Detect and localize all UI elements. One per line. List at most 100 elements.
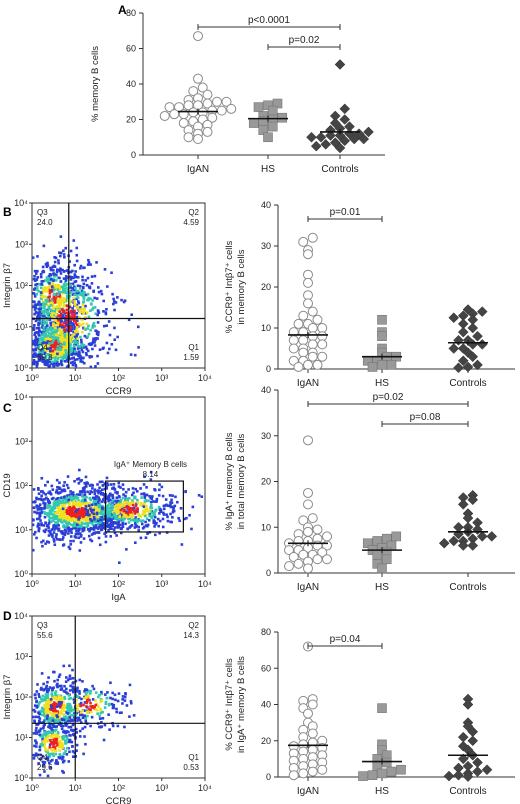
density-event bbox=[60, 320, 64, 323]
density-event bbox=[137, 529, 141, 532]
density-event bbox=[55, 270, 59, 274]
data-point bbox=[307, 351, 318, 362]
density-event bbox=[45, 684, 49, 688]
density-event bbox=[45, 303, 49, 307]
density-event bbox=[123, 695, 127, 699]
density-event bbox=[95, 708, 99, 712]
density-event bbox=[95, 297, 99, 300]
density-event bbox=[80, 312, 84, 315]
density-event bbox=[54, 333, 58, 337]
density-event bbox=[68, 495, 71, 499]
density-event bbox=[38, 712, 41, 716]
data-point bbox=[298, 236, 309, 247]
density-event bbox=[83, 510, 86, 514]
density-event bbox=[55, 347, 59, 351]
quadrant-percent: 1.59 bbox=[183, 353, 199, 362]
flow-plot-b: 10⁰10⁰10¹10¹10²10²10³10³10⁴10⁴CCR9Integr… bbox=[2, 198, 212, 397]
data-point bbox=[453, 769, 464, 781]
density-event bbox=[43, 497, 46, 501]
density-event bbox=[64, 680, 68, 684]
density-event bbox=[69, 318, 73, 321]
density-event bbox=[101, 716, 105, 720]
p-value-label: p=0.01 bbox=[330, 207, 361, 218]
density-event bbox=[126, 527, 130, 531]
density-event bbox=[58, 251, 61, 255]
density-event bbox=[44, 302, 48, 306]
density-event bbox=[57, 712, 61, 715]
density-event bbox=[72, 330, 75, 334]
data-point bbox=[303, 359, 313, 370]
data-point bbox=[288, 770, 299, 781]
density-event bbox=[153, 515, 157, 519]
density-event bbox=[62, 664, 66, 668]
density-event bbox=[129, 353, 133, 356]
density-event bbox=[53, 543, 57, 546]
density-event bbox=[93, 531, 97, 535]
data-point bbox=[358, 133, 370, 145]
density-event bbox=[44, 295, 48, 299]
density-event bbox=[69, 336, 72, 339]
data-point bbox=[448, 535, 460, 547]
density-event bbox=[66, 475, 70, 478]
density-event bbox=[40, 330, 43, 334]
data-point bbox=[312, 359, 323, 370]
density-event bbox=[63, 341, 66, 345]
density-event bbox=[108, 514, 111, 518]
density-event bbox=[37, 488, 40, 491]
density-event bbox=[119, 503, 123, 507]
x-tick-label: 10¹ bbox=[69, 373, 82, 383]
density-event bbox=[63, 714, 66, 718]
density-event bbox=[183, 517, 186, 521]
data-point bbox=[462, 771, 474, 782]
density-event bbox=[134, 509, 137, 512]
data-point bbox=[363, 126, 374, 138]
density-event bbox=[112, 302, 115, 306]
density-event bbox=[35, 292, 39, 296]
density-event bbox=[135, 518, 139, 522]
density-event bbox=[116, 296, 119, 299]
density-event bbox=[154, 508, 158, 512]
data-point bbox=[476, 339, 488, 350]
data-point bbox=[207, 112, 218, 123]
density-event bbox=[33, 719, 36, 723]
data-point bbox=[317, 764, 328, 775]
density-event bbox=[79, 701, 83, 705]
density-event bbox=[35, 704, 39, 708]
density-event bbox=[65, 517, 69, 520]
density-event bbox=[71, 688, 74, 691]
density-event bbox=[103, 723, 107, 727]
density-event bbox=[58, 512, 61, 516]
density-event bbox=[52, 314, 56, 317]
density-event bbox=[65, 746, 69, 750]
category-label: Controls bbox=[449, 378, 486, 389]
density-event bbox=[70, 357, 74, 360]
density-event bbox=[37, 704, 40, 707]
density-event bbox=[46, 692, 50, 696]
density-event bbox=[81, 330, 84, 334]
density-event bbox=[39, 753, 42, 757]
data-point bbox=[307, 766, 318, 777]
density-event bbox=[46, 540, 49, 543]
density-event bbox=[58, 310, 62, 314]
density-event bbox=[69, 320, 73, 324]
y-tick-label: 10⁴ bbox=[14, 611, 28, 621]
density-event bbox=[78, 316, 81, 319]
data-point bbox=[312, 524, 323, 535]
density-event bbox=[164, 498, 168, 501]
density-event bbox=[42, 295, 46, 299]
density-event bbox=[145, 486, 148, 489]
density-event bbox=[101, 523, 104, 527]
density-event bbox=[90, 282, 94, 285]
density-event bbox=[76, 330, 80, 334]
density-event bbox=[62, 519, 66, 523]
density-event bbox=[169, 520, 172, 524]
density-event bbox=[89, 689, 93, 693]
density-event bbox=[170, 498, 173, 502]
y-tick-label: 10² bbox=[15, 692, 28, 702]
density-event bbox=[105, 505, 109, 508]
density-event bbox=[89, 302, 93, 305]
density-event bbox=[43, 504, 47, 507]
density-event bbox=[84, 507, 87, 511]
density-event bbox=[58, 491, 62, 495]
data-point bbox=[367, 770, 378, 780]
